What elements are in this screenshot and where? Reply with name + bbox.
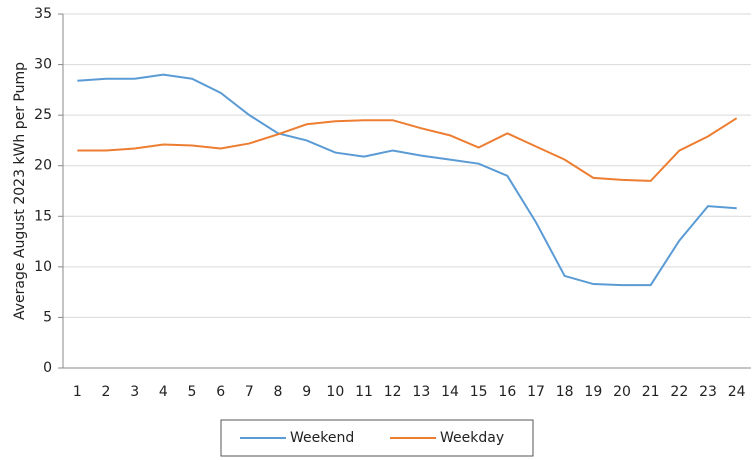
x-tick-label: 19 xyxy=(584,384,602,400)
y-tick-label: 30 xyxy=(34,57,52,73)
y-tick-label: 20 xyxy=(34,158,52,174)
y-tick-label: 25 xyxy=(34,107,52,123)
x-tick-label: 2 xyxy=(102,384,111,400)
x-tick-label: 22 xyxy=(670,384,688,400)
x-tick-label: 13 xyxy=(412,384,430,400)
x-tick-label: 3 xyxy=(130,384,139,400)
x-tick-label: 14 xyxy=(441,384,459,400)
x-tick-label: 16 xyxy=(498,384,516,400)
x-tick-label: 11 xyxy=(355,384,373,400)
y-tick-label: 5 xyxy=(43,309,52,325)
x-tick-label: 6 xyxy=(216,384,225,400)
x-tick-label: 10 xyxy=(326,384,344,400)
legend-label: Weekend xyxy=(290,430,354,446)
line-series xyxy=(77,117,738,182)
line-series xyxy=(77,73,737,287)
x-tick-label: 7 xyxy=(245,384,254,400)
x-tick-label: 24 xyxy=(728,384,746,400)
x-tick-label: 17 xyxy=(527,384,545,400)
y-tick-label: 0 xyxy=(43,360,52,376)
y-tick-label: 10 xyxy=(34,259,52,275)
y-tick-label: 15 xyxy=(34,208,52,224)
x-tick-label: 18 xyxy=(556,384,574,400)
y-tick-label: 35 xyxy=(34,6,52,22)
y-axis-label: Average August 2023 kWh per Pump xyxy=(12,62,28,320)
x-tick-label: 8 xyxy=(274,384,283,400)
x-tick-label: 23 xyxy=(699,384,717,400)
x-tick-label: 15 xyxy=(470,384,488,400)
x-tick-label: 12 xyxy=(384,384,402,400)
x-tick-label: 21 xyxy=(642,384,660,400)
legend-label: Weekday xyxy=(440,430,504,446)
x-tick-label: 5 xyxy=(188,384,197,400)
x-tick-label: 9 xyxy=(302,384,311,400)
x-tick-label: 20 xyxy=(613,384,631,400)
x-tick-label: 1 xyxy=(73,384,82,400)
x-tick-label: 4 xyxy=(159,384,168,400)
